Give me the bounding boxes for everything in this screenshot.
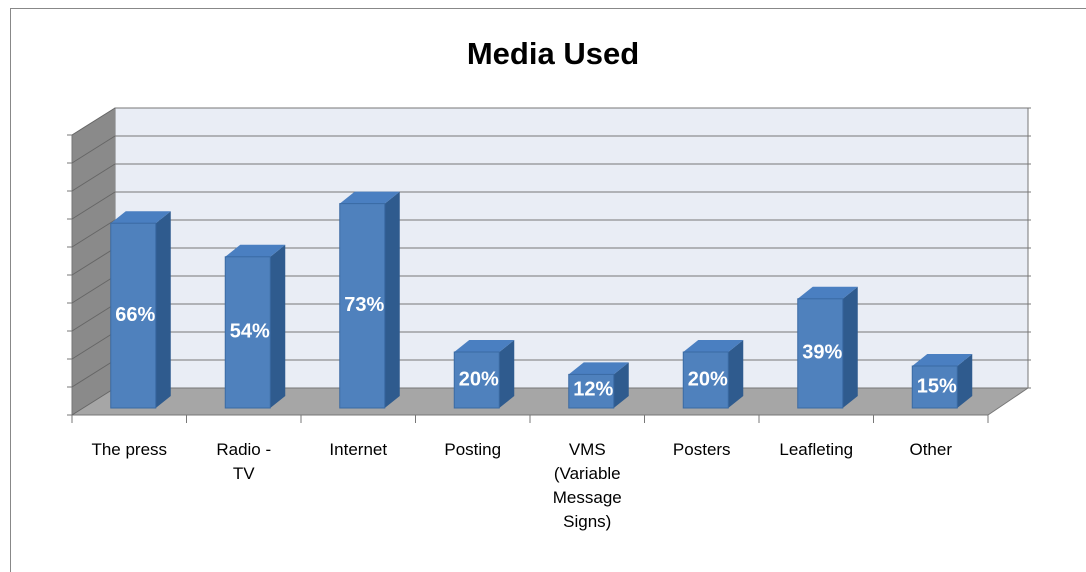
bar: [339, 203, 386, 409]
side-grid-line: [71, 163, 116, 192]
data-label: 15%: [917, 375, 957, 397]
data-label: 20%: [459, 368, 499, 390]
bar-top: [339, 191, 400, 204]
floor: [72, 388, 1028, 415]
side-grid-line: [71, 359, 116, 388]
data-label: 66%: [115, 304, 155, 326]
bar: [224, 256, 271, 409]
side-grid-line: [71, 331, 116, 360]
bar-top: [454, 340, 515, 352]
x-tick-label: Radio - TV: [216, 440, 272, 483]
x-tick-label: Posting: [444, 440, 502, 459]
bar-side: [842, 286, 858, 408]
x-tick-label: Posters: [672, 440, 731, 459]
bar-side: [728, 340, 744, 408]
bar-top: [912, 354, 973, 366]
bar-side: [499, 340, 515, 408]
bar-side: [957, 354, 973, 408]
bar-top: [797, 286, 858, 299]
side-grid-line: [71, 219, 116, 248]
bar-top: [225, 244, 286, 257]
side-grid-line: [71, 303, 116, 332]
bar: [682, 351, 729, 409]
bar-side: [384, 191, 400, 408]
bar: [797, 298, 844, 409]
x-tick-label: Leafleting: [779, 440, 854, 459]
x-tick-label: Internet: [329, 440, 388, 459]
bar-side: [270, 244, 286, 408]
side-grid-line: [71, 191, 116, 220]
chart-title: Media Used: [467, 36, 639, 71]
bar-side: [613, 362, 629, 408]
side-grid-line: [71, 107, 116, 136]
data-label: 54%: [230, 321, 270, 343]
bar: [568, 373, 615, 409]
side-grid-line: [71, 275, 116, 304]
side-grid-line: [71, 387, 116, 416]
bar-top: [110, 211, 171, 224]
data-label: 73%: [344, 294, 384, 316]
bar: [453, 351, 500, 409]
x-tick-label: Other: [909, 440, 953, 459]
x-tick-label: VMS (Variable Message Signs): [552, 440, 622, 531]
bar-top: [568, 362, 629, 375]
data-label: 39%: [802, 342, 842, 364]
bar-top: [683, 340, 744, 352]
side-grid-line: [71, 135, 116, 164]
bar: [911, 365, 958, 409]
bar: [110, 222, 157, 409]
bar-side: [155, 211, 171, 408]
data-label: 12%: [573, 378, 613, 400]
floor-edge: [987, 387, 1029, 416]
data-label: 20%: [688, 368, 728, 390]
chart-border: [10, 8, 1086, 572]
side-grid-line: [71, 247, 116, 276]
x-tick-label: The press: [91, 440, 168, 459]
